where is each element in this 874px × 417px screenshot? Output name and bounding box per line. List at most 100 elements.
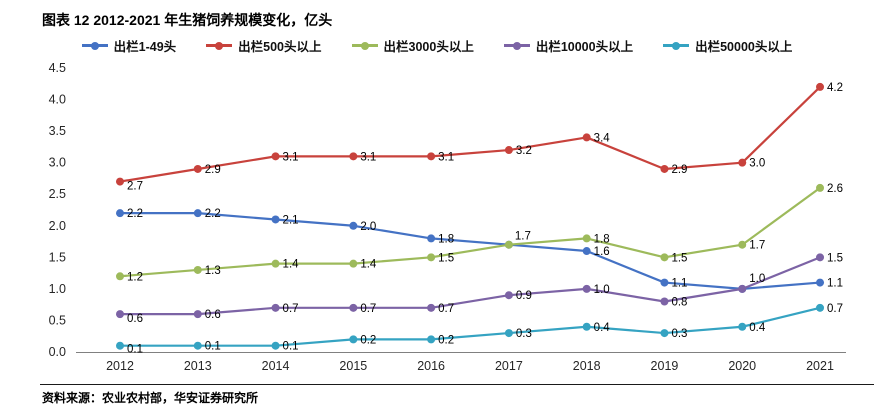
data-point (816, 82, 825, 91)
legend-item: 出栏500头以上 (206, 36, 322, 55)
data-point (816, 303, 825, 312)
y-tick-label: 4.0 (49, 93, 66, 107)
point-label: 1.6 (594, 246, 610, 258)
series-line (120, 306, 821, 347)
data-point (427, 234, 436, 243)
data-point (504, 291, 513, 300)
data-point (193, 341, 202, 350)
point-label: 0.8 (671, 297, 687, 309)
point-label: 1.1 (671, 278, 687, 290)
point-label: 0.4 (749, 322, 766, 334)
point-label: 2.9 (205, 164, 221, 176)
point-label: 1.0 (749, 273, 765, 285)
legend-line-marker-icon (206, 41, 233, 50)
point-label: 2.9 (671, 164, 687, 176)
data-point (816, 253, 825, 262)
data-point (504, 329, 513, 338)
data-point (504, 240, 513, 249)
data-point (582, 234, 591, 243)
point-label: 0.3 (671, 328, 687, 340)
point-label: 0.1 (127, 344, 143, 356)
point-label: 2.0 (360, 221, 376, 233)
y-tick-label: 2.5 (49, 187, 66, 201)
point-label: 0.2 (438, 334, 454, 346)
x-tick-label: 2014 (262, 359, 290, 373)
y-tick-label: 2.0 (49, 219, 66, 233)
data-point (271, 341, 280, 350)
point-label: 3.1 (438, 151, 454, 163)
point-label: 0.7 (283, 303, 299, 315)
data-point (816, 278, 825, 287)
series-line (119, 187, 821, 278)
series-line (119, 86, 821, 183)
data-point (193, 310, 202, 319)
point-label: 1.4 (360, 259, 377, 271)
data-point (271, 259, 280, 268)
data-point (116, 177, 124, 186)
point-label: 0.7 (360, 303, 376, 315)
point-label: 3.1 (360, 151, 376, 163)
point-label: 1.5 (671, 252, 687, 264)
data-point (427, 152, 436, 161)
point-label: 2.6 (827, 183, 843, 195)
point-label: 2.2 (205, 208, 221, 220)
data-point (116, 341, 124, 350)
data-point (193, 265, 202, 274)
point-label: 0.2 (360, 334, 376, 346)
data-point (427, 335, 436, 344)
data-point (660, 164, 669, 173)
point-label: 4.2 (827, 82, 843, 94)
source-note: 资料来源：农业农村部，华安证券研究所 (42, 391, 259, 405)
point-label: 1.3 (205, 265, 221, 277)
point-label: 2.2 (127, 208, 143, 220)
data-point (660, 278, 669, 287)
x-tick-label: 2017 (495, 359, 523, 373)
point-label: 0.4 (594, 322, 611, 334)
y-tick-label: 4.5 (49, 61, 66, 75)
point-label: 3.0 (749, 158, 765, 170)
data-point (660, 297, 669, 306)
data-point (349, 303, 358, 312)
point-label: 2.7 (127, 181, 143, 193)
legend-label: 出栏500头以上 (238, 40, 322, 54)
data-point (582, 133, 591, 142)
legend-label: 出栏3000头以上 (383, 40, 474, 54)
y-tick-label: 3.0 (49, 156, 66, 170)
x-tick-label: 2019 (651, 359, 679, 373)
point-label: 3.4 (594, 132, 611, 144)
data-point (271, 303, 280, 312)
data-point (660, 253, 669, 262)
data-point (738, 240, 747, 249)
data-point (271, 152, 280, 161)
line-chart: 0.0 0.5 1.0 1.5 2.0 2.5 3.0 3.5 4.0 4.5 2012 2013 20… (49, 61, 846, 373)
data-point (427, 253, 436, 262)
data-point (116, 272, 124, 281)
data-point (582, 322, 591, 331)
x-tick-label: 2021 (806, 359, 834, 373)
data-point (116, 310, 124, 319)
point-label: 0.9 (516, 290, 532, 302)
series-line (120, 212, 821, 290)
point-label: 1.4 (283, 259, 300, 271)
point-label: 2.1 (283, 214, 299, 226)
x-tick-label: 2020 (728, 359, 756, 373)
point-label: 3.2 (516, 145, 532, 157)
legend-item: 出栏3000头以上 (351, 36, 474, 55)
y-tick-label: 0.0 (49, 345, 66, 359)
data-point (738, 158, 747, 167)
data-point (349, 259, 358, 268)
point-label: 1.5 (438, 252, 454, 264)
chart-legend: 出栏1-49头 出栏500头以上 出栏3000头以上 出栏10000头以上 出栏5000… (0, 36, 874, 55)
x-tick-label: 2013 (184, 359, 212, 373)
x-tick-label: 2012 (106, 359, 134, 373)
data-point (427, 303, 436, 312)
data-point (582, 247, 591, 256)
series-line (120, 256, 821, 316)
point-label: 1.5 (827, 252, 843, 264)
x-tick-label: 2015 (339, 359, 367, 373)
data-point (738, 284, 747, 293)
point-label: 0.1 (205, 341, 221, 353)
point-label: 1.8 (594, 233, 610, 245)
point-label: 1.1 (827, 278, 843, 290)
